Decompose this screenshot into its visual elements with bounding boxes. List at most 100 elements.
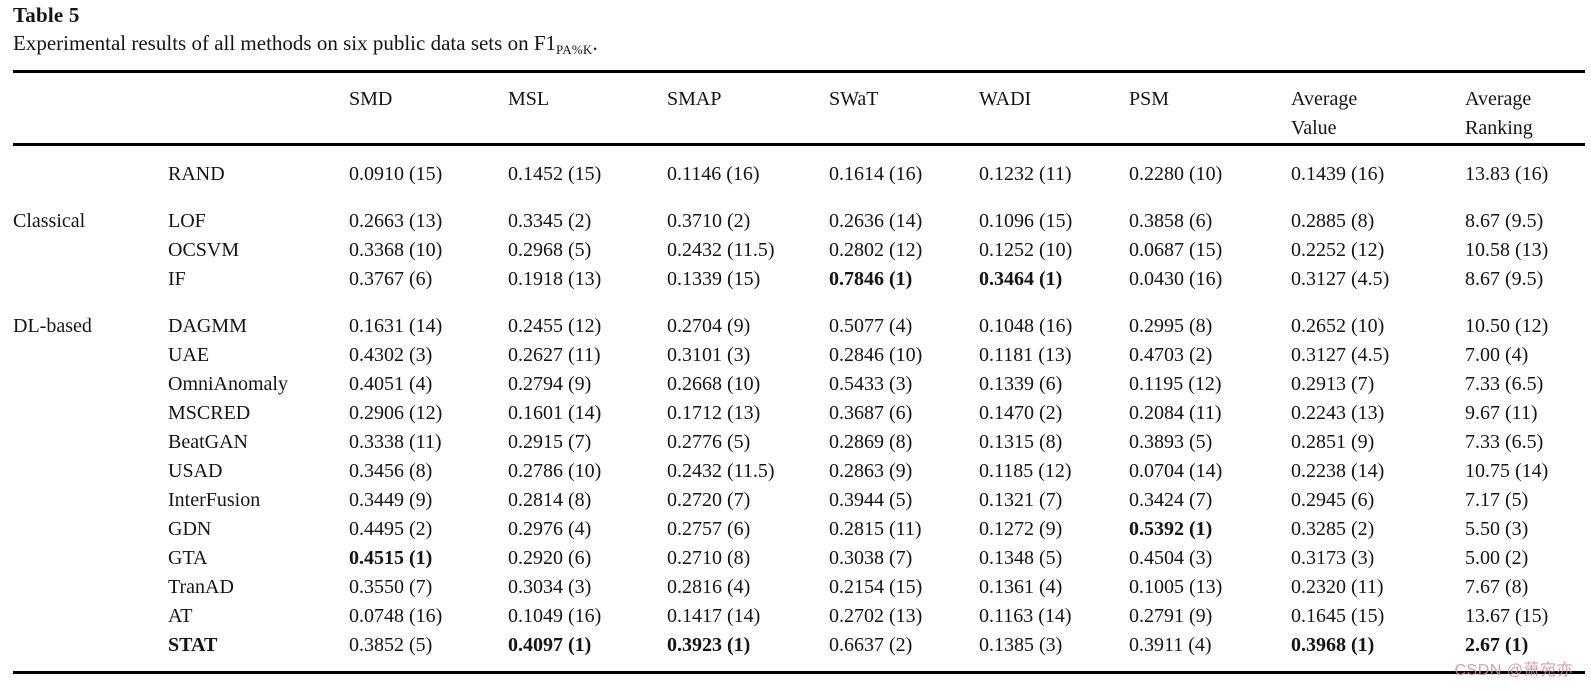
metric-cell: 0.4703 (2) [1129, 344, 1213, 366]
metric-cell: 0.1232 (11) [979, 163, 1072, 185]
table-row: USAD 0.3456 (8) 0.2786 (10) 0.2432 (11.5) 0.… [13, 457, 1585, 486]
column-header: SMAP [667, 71, 829, 146]
spacer-row [13, 189, 1585, 207]
method-name: OmniAnomaly [168, 373, 288, 395]
column-header: SWaT [829, 71, 979, 146]
method-name: OCSVM [168, 239, 240, 261]
metric-cell: 0.4515 (1) [349, 547, 433, 569]
table-row: Classical LOF 0.2663 (13) 0.3345 (2) 0.3710 … [13, 207, 1585, 236]
metric-cell: 0.3687 (6) [829, 402, 913, 424]
metric-cell: 0.4495 (2) [349, 518, 433, 540]
metric-cell: 5.50 (3) [1465, 518, 1529, 540]
metric-cell: 0.2976 (4) [508, 518, 592, 540]
metric-cell: 0.3968 (1) [1291, 634, 1375, 656]
method-name: GDN [168, 518, 212, 540]
metric-cell: 10.75 (14) [1465, 460, 1549, 482]
metric-cell: 0.2084 (11) [1129, 402, 1222, 424]
metric-cell: 0.1614 (16) [829, 163, 923, 185]
metric-cell: 0.2702 (13) [829, 605, 923, 627]
header-row: SMD MSL SMAP SWaT WADI PSM Average Value Average… [13, 71, 1585, 146]
metric-cell: 0.2154 (15) [829, 576, 923, 598]
metric-cell: 0.4302 (3) [349, 344, 433, 366]
method-name: GTA [168, 547, 208, 569]
metric-cell: 0.3911 (4) [1129, 634, 1212, 656]
metric-cell: 0.3338 (11) [349, 431, 442, 453]
metric-cell: 7.17 (5) [1465, 489, 1529, 511]
metric-cell: 0.1417 (14) [667, 605, 761, 627]
metric-cell: 0.1631 (14) [349, 315, 443, 337]
metric-cell: 7.33 (6.5) [1465, 431, 1544, 453]
metric-cell: 0.3038 (7) [829, 547, 913, 569]
table-row: AT 0.0748 (16) 0.1049 (16) 0.1417 (14) 0.270… [13, 602, 1585, 631]
metric-cell: 0.1181 (13) [979, 344, 1072, 366]
metric-cell: 0.2913 (7) [1291, 373, 1375, 395]
metric-cell: 0.3858 (6) [1129, 210, 1213, 232]
spacer-row [13, 145, 1585, 161]
metric-cell: 0.0748 (16) [349, 605, 443, 627]
column-header: SMD [349, 71, 508, 146]
metric-cell: 0.0704 (14) [1129, 460, 1223, 482]
group-label [13, 399, 168, 428]
method-name: RAND [168, 163, 225, 185]
metric-cell: 0.2432 (11.5) [667, 239, 775, 261]
group-label [13, 341, 168, 370]
csdn-watermark: CSDN @萧宛亦 [1454, 662, 1573, 679]
metric-cell: 0.2995 (8) [1129, 315, 1213, 337]
method-name: TranAD [168, 576, 234, 598]
metric-cell: 0.7846 (1) [829, 268, 913, 290]
metric-cell: 0.1339 (6) [979, 373, 1063, 395]
caption-text: Experimental results of all methods on s… [13, 31, 556, 55]
spacer-row [13, 660, 1585, 673]
metric-cell: 0.1339 (15) [667, 268, 761, 290]
metric-cell: 0.5077 (4) [829, 315, 913, 337]
column-header: WADI [979, 71, 1129, 146]
metric-cell: 0.2814 (8) [508, 489, 592, 511]
metric-cell: 0.1918 (13) [508, 268, 602, 290]
metric-cell: 0.2455 (12) [508, 315, 602, 337]
metric-cell: 0.2252 (12) [1291, 239, 1385, 261]
spacer-cell [13, 294, 1585, 312]
metric-cell: 0.3285 (2) [1291, 518, 1375, 540]
metric-cell: 13.67 (15) [1465, 605, 1549, 627]
metric-cell: 0.1185 (12) [979, 460, 1072, 482]
metric-cell: 0.2432 (11.5) [667, 460, 775, 482]
metric-cell: 0.1048 (16) [979, 315, 1073, 337]
metric-cell: 0.3449 (9) [349, 489, 433, 511]
metric-cell: 0.2906 (12) [349, 402, 443, 424]
results-table: SMD MSL SMAP SWaT WADI PSM Average Value Average… [13, 70, 1585, 674]
table-row: STAT 0.3852 (5) 0.4097 (1) 0.3923 (1) 0.6637… [13, 631, 1585, 660]
metric-cell: 0.3101 (3) [667, 344, 751, 366]
metric-cell: 0.2663 (13) [349, 210, 443, 232]
metric-cell: 7.00 (4) [1465, 344, 1529, 366]
metric-cell: 0.3710 (2) [667, 210, 751, 232]
metric-cell: 0.0687 (15) [1129, 239, 1223, 261]
metric-cell: 0.2710 (8) [667, 547, 751, 569]
group-label [13, 544, 168, 573]
metric-cell: 0.1096 (15) [979, 210, 1073, 232]
metric-cell: 0.2869 (8) [829, 431, 913, 453]
group-label [13, 428, 168, 457]
metric-cell: 0.1470 (2) [979, 402, 1063, 424]
metric-cell: 13.83 (16) [1465, 163, 1549, 185]
caption-period: . [592, 31, 598, 55]
group-label [13, 265, 168, 294]
metric-cell: 0.3127 (4.5) [1291, 344, 1390, 366]
method-name: IF [168, 268, 186, 290]
table-row: BeatGAN 0.3338 (11) 0.2915 (7) 0.2776 (5) 0.… [13, 428, 1585, 457]
table-row: TranAD 0.3550 (7) 0.3034 (3) 0.2816 (4) 0.21… [13, 573, 1585, 602]
metric-cell: 0.1272 (9) [979, 518, 1063, 540]
table-row: MSCRED 0.2906 (12) 0.1601 (14) 0.1712 (13) 0… [13, 399, 1585, 428]
column-header: Average Value [1291, 71, 1465, 146]
method-name: LOF [168, 210, 206, 232]
metric-cell: 0.1252 (10) [979, 239, 1073, 261]
table-row: GTA 0.4515 (1) 0.2920 (6) 0.2710 (8) 0.3038 … [13, 544, 1585, 573]
table-row: RAND 0.0910 (15) 0.1452 (15) 0.1146 (16) 0.1… [13, 160, 1585, 189]
metric-cell: 0.5392 (1) [1129, 518, 1213, 540]
metric-cell: 0.3456 (8) [349, 460, 433, 482]
metric-cell: 0.1385 (3) [979, 634, 1063, 656]
table-row: OmniAnomaly 0.4051 (4) 0.2794 (9) 0.2668 (1… [13, 370, 1585, 399]
metric-cell: 0.4051 (4) [349, 373, 433, 395]
method-name: USAD [168, 460, 223, 482]
table-caption: Experimental results of all methods on s… [13, 31, 598, 58]
metric-cell: 0.2816 (4) [667, 576, 751, 598]
